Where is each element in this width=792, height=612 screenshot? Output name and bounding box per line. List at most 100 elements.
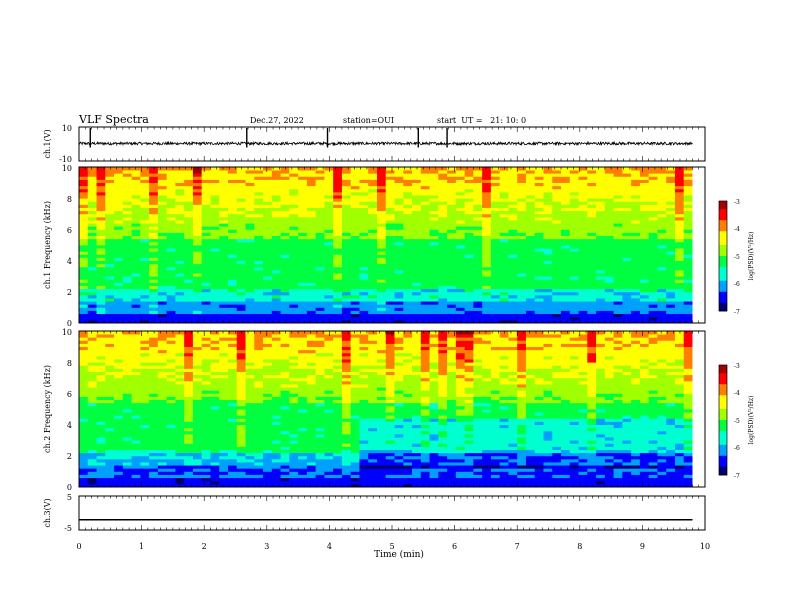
spec1-cell bbox=[648, 273, 658, 277]
spec2-cell bbox=[87, 374, 97, 379]
spec1-cell bbox=[420, 288, 430, 293]
spec1-cell bbox=[596, 285, 606, 290]
spec2-cell bbox=[254, 371, 264, 376]
spec1-cell bbox=[184, 176, 194, 180]
spec2-cell bbox=[280, 380, 290, 385]
spec2-cell bbox=[149, 393, 159, 397]
spec2-cell bbox=[254, 452, 264, 457]
spec1-cell bbox=[359, 201, 369, 205]
spec1-cell bbox=[438, 248, 448, 252]
spec1-cell bbox=[175, 176, 185, 180]
spec1-cell bbox=[359, 223, 369, 227]
spec1-cell bbox=[263, 276, 273, 280]
spec1-cell bbox=[96, 229, 106, 233]
spec1-cell bbox=[648, 248, 658, 252]
spec1-cell bbox=[648, 257, 658, 261]
spec2-cell bbox=[157, 427, 168, 432]
spec1-cell bbox=[210, 182, 220, 187]
spec1-cell bbox=[604, 173, 614, 177]
spec1-cell bbox=[473, 263, 483, 268]
spec2-cell bbox=[131, 409, 141, 413]
spec1-cell bbox=[201, 257, 211, 261]
spec1-cell bbox=[622, 301, 632, 305]
spec1-cell bbox=[254, 191, 264, 196]
spec2-cell bbox=[122, 483, 132, 488]
spec1-cell bbox=[210, 273, 220, 277]
spec1-cell bbox=[114, 310, 124, 315]
spec1-cell bbox=[569, 241, 579, 246]
spec2-cell bbox=[131, 377, 141, 382]
spec2-cell bbox=[227, 409, 238, 413]
cbar1-swatch bbox=[719, 283, 727, 287]
spec1-cell bbox=[324, 298, 334, 302]
spec2-cell bbox=[79, 390, 89, 394]
spec1-cell bbox=[631, 170, 641, 174]
spec1-cell bbox=[639, 238, 650, 243]
spec1-cell bbox=[184, 245, 194, 249]
spec1-cell bbox=[341, 182, 352, 187]
spec1-cell bbox=[359, 304, 369, 308]
spec1-cell bbox=[192, 319, 203, 324]
spec1-cell bbox=[298, 301, 308, 305]
spec1-cell bbox=[131, 182, 141, 187]
spec1-cell bbox=[306, 273, 317, 277]
spec1-cell bbox=[245, 307, 255, 311]
spec1-cell bbox=[210, 316, 220, 321]
spec1-cell bbox=[438, 269, 448, 274]
spec1-cell bbox=[438, 198, 448, 202]
spec1-cell bbox=[236, 313, 246, 318]
spec1-cell bbox=[552, 213, 562, 218]
spec2-cell bbox=[306, 424, 317, 429]
spec1-cell bbox=[490, 223, 501, 227]
spec1-cell bbox=[552, 273, 562, 277]
spec1-cell bbox=[192, 191, 203, 196]
spec1-cell bbox=[175, 316, 185, 321]
spec1-cell bbox=[631, 226, 641, 230]
spec1-cell bbox=[131, 310, 141, 315]
spec1-cell bbox=[508, 241, 518, 246]
spec1-cell bbox=[140, 294, 150, 299]
spec1-cell bbox=[157, 260, 168, 265]
spec1-cell bbox=[184, 229, 194, 233]
spec2-cell bbox=[254, 468, 264, 472]
spec1-cell bbox=[385, 241, 395, 246]
spec1-cell bbox=[359, 241, 369, 246]
spec1-cell bbox=[192, 170, 203, 174]
spec1-cell bbox=[412, 263, 422, 268]
spec1-cell bbox=[403, 241, 413, 246]
spec2-cell bbox=[175, 396, 185, 401]
spec1-cell bbox=[447, 294, 457, 299]
spec1-cell bbox=[482, 232, 492, 237]
spec1-cell bbox=[447, 216, 457, 221]
spec1-cell bbox=[438, 304, 448, 308]
spec1-cell bbox=[569, 316, 579, 321]
spec2-cell bbox=[166, 380, 176, 385]
spec2-cell bbox=[175, 405, 185, 410]
spec1-cell bbox=[368, 185, 378, 190]
spec1-cell bbox=[149, 226, 159, 230]
spec1-cell bbox=[648, 307, 658, 311]
spec1-cell bbox=[490, 245, 501, 249]
spec2-cell bbox=[298, 477, 308, 482]
spec1-cell bbox=[271, 185, 281, 190]
spec1-cell bbox=[473, 241, 483, 246]
spec1-cell bbox=[201, 220, 211, 224]
spec2-cell bbox=[122, 359, 132, 363]
spec2-cell bbox=[201, 393, 211, 397]
spec1-cell bbox=[385, 198, 395, 202]
spec2-cell bbox=[192, 384, 203, 388]
spec1-cell bbox=[648, 298, 658, 302]
spec1-cell bbox=[482, 279, 492, 283]
spec1-cell bbox=[447, 276, 457, 280]
spec2-cell bbox=[166, 415, 176, 419]
spec1-cell bbox=[201, 266, 211, 271]
spec1-cell bbox=[666, 307, 676, 311]
spec1-cell bbox=[666, 201, 676, 205]
spec1-cell bbox=[122, 298, 132, 302]
spec1-cell bbox=[596, 201, 606, 205]
spec1-cell bbox=[105, 273, 115, 277]
spec2-cell bbox=[149, 402, 159, 407]
spec2-cell bbox=[79, 409, 89, 413]
spec1-cell bbox=[263, 173, 273, 177]
ch1-waveform-trace bbox=[78, 140, 693, 147]
